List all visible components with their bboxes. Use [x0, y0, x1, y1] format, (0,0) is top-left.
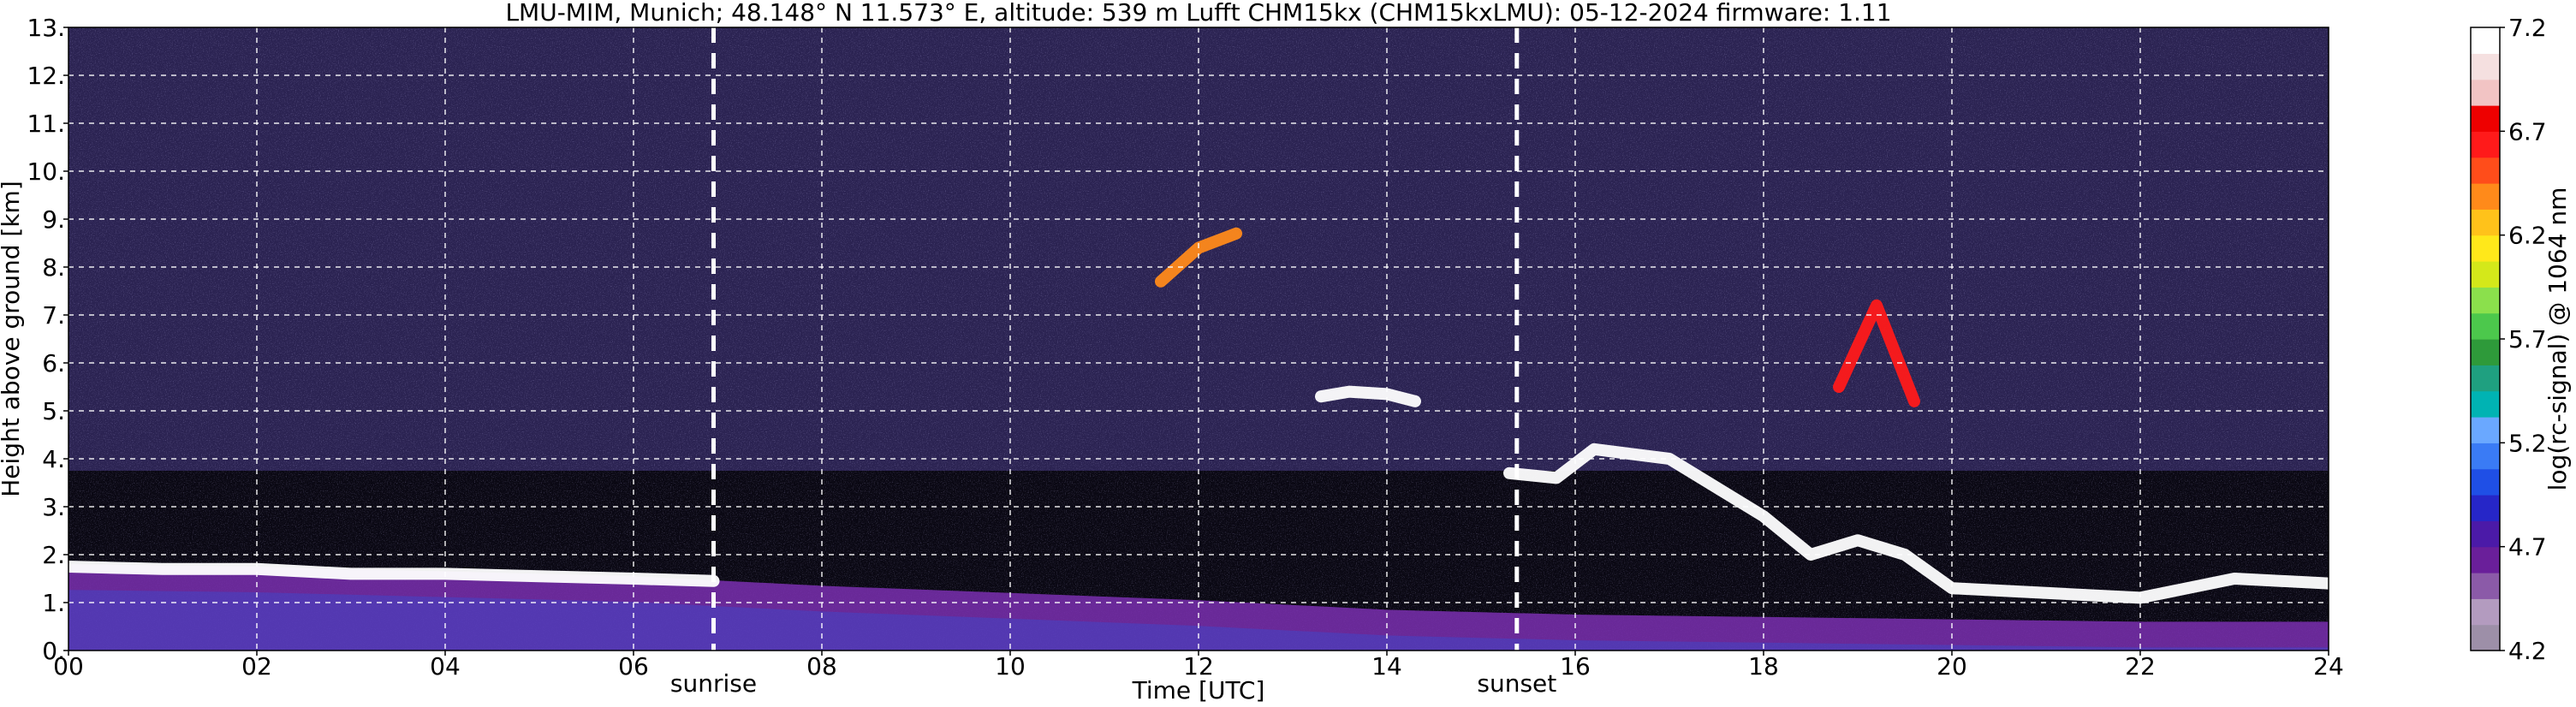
- colorbar-segment: [2471, 287, 2500, 314]
- colorbar-segment: [2471, 546, 2500, 573]
- colorbar-segment: [2471, 443, 2500, 470]
- colorbar-segment: [2471, 573, 2500, 599]
- event-label-sunset: sunset: [1477, 669, 1556, 698]
- colorbar-tick-label: 4.2: [2508, 637, 2547, 665]
- x-tick-label: 06: [618, 652, 649, 680]
- x-axis-label: Time [UTC]: [1132, 676, 1265, 704]
- y-tick-label: 4.: [42, 445, 65, 473]
- chart-title: LMU-MIM, Munich; 48.148° N 11.573° E, al…: [505, 0, 1891, 27]
- colorbar: [2470, 27, 2501, 651]
- colorbar-tick-label: 5.2: [2508, 429, 2547, 457]
- colorbar-segment: [2471, 131, 2500, 158]
- colorbar-segment: [2471, 520, 2500, 548]
- x-tick-label: 16: [1560, 652, 1591, 680]
- colorbar-segment: [2471, 261, 2500, 288]
- colorbar-segment: [2471, 235, 2500, 262]
- y-tick-label: 13.: [27, 14, 65, 42]
- colorbar-tick-label: 4.7: [2508, 533, 2547, 561]
- x-tick-label: 04: [430, 652, 461, 680]
- feature-mid-cloud-15h: [1503, 443, 2329, 604]
- colorbar-tick-label: 6.2: [2508, 222, 2547, 250]
- y-tick-label: 11.: [27, 110, 65, 138]
- x-tick-label: 10: [995, 652, 1026, 680]
- colorbar-segment: [2471, 468, 2500, 496]
- colorbar-segment: [2471, 365, 2500, 392]
- y-tick-label: 6.: [42, 349, 65, 377]
- colorbar-segment: [2471, 495, 2500, 521]
- event-lines: [711, 27, 1520, 651]
- x-tick-label: 20: [1936, 652, 1967, 680]
- y-tick-label: 1.: [42, 589, 65, 617]
- x-axis-ticks: 00 02 04 06 08 10 12 14 16 18 20 22 24: [53, 651, 2344, 680]
- colorbar-segment: [2471, 105, 2500, 132]
- x-tick-label: 22: [2125, 652, 2156, 680]
- colorbar-segment: [2471, 157, 2500, 184]
- colorbar-tick-label: 6.7: [2508, 117, 2547, 146]
- x-tick-label: 14: [1371, 652, 1402, 680]
- y-axis-label: Height above ground [km]: [0, 181, 25, 497]
- y-tick-label: 9.: [42, 205, 65, 234]
- colorbar-segment: [2471, 79, 2500, 106]
- colorbar-label: log(rc-signal) @ 1064 nm: [2543, 187, 2572, 491]
- x-tick-label: 24: [2313, 652, 2344, 680]
- y-tick-label: 5.: [42, 397, 65, 425]
- y-tick-label: 0.: [42, 637, 65, 665]
- feature-fall-streak-19h: [1833, 299, 1920, 407]
- colorbar-tick-label: 5.7: [2508, 325, 2547, 354]
- x-tick-label: 00: [53, 652, 84, 680]
- y-tick-label: 2.: [42, 541, 65, 569]
- x-tick-label: 02: [241, 652, 272, 680]
- colorbar-segment: [2471, 417, 2500, 443]
- colorbar-segment: [2471, 624, 2500, 651]
- event-labels: sunrise sunset: [670, 669, 1556, 698]
- colorbar-segment: [2471, 183, 2500, 210]
- y-tick-label: 8.: [42, 253, 65, 282]
- feature-residual-layer-top: [68, 561, 720, 587]
- colorbar-segment: [2471, 209, 2500, 236]
- colorbar-segment: [2471, 598, 2500, 626]
- y-tick-label: 10.: [27, 157, 65, 186]
- y-tick-label: 12.: [27, 62, 65, 90]
- colorbar-segment: [2471, 339, 2500, 365]
- colorbar-segment: [2471, 390, 2500, 418]
- colorbar-segment: [2471, 53, 2500, 80]
- grid-lines: [68, 27, 2329, 651]
- x-tick-label: 18: [1748, 652, 1779, 680]
- y-axis-ticks: 0. 1. 2. 3. 4. 5. 6. 7. 8. 9. 10. 11. 12. 13.: [27, 14, 68, 665]
- feature-mid-cloud-13h: [1315, 385, 1421, 407]
- event-label-sunrise: sunrise: [670, 669, 757, 698]
- y-tick-label: 7.: [42, 301, 65, 330]
- colorbar-segment: [2471, 27, 2500, 54]
- colorbar-ticks: 4.2 4.7 5.2 5.7 6.2 6.7 7.2: [2500, 14, 2547, 665]
- y-tick-label: 3.: [42, 493, 65, 521]
- colorbar-tick-label: 7.2: [2508, 14, 2547, 42]
- x-tick-label: 08: [806, 652, 837, 680]
- x-tick-label: 12: [1183, 652, 1214, 680]
- plot-area: [68, 27, 2329, 651]
- colorbar-segment: [2471, 312, 2500, 340]
